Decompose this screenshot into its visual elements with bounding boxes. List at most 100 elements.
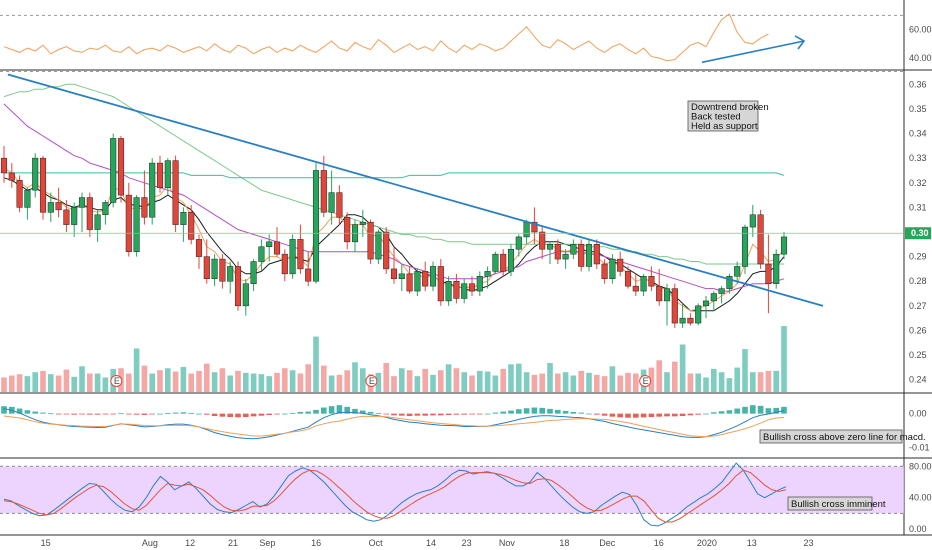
volume-bar [570,375,577,392]
candle-body [726,276,733,289]
price-y-tick: 0.32 [909,178,927,188]
candle-body [32,157,39,191]
candle-body [94,214,101,230]
macd-histogram-bar [196,413,202,415]
macd-histogram-bar [594,413,600,415]
volume-bar [313,336,319,392]
candle-body [656,285,663,302]
macd-pane [1,405,787,440]
downtrend-line [7,73,824,307]
candle-body [570,244,577,255]
price-y-tick: 0.24 [909,375,927,385]
candle-body [125,194,132,252]
candle-body [609,258,616,280]
volume-bar [531,374,538,392]
macd-histogram-bar [609,413,616,417]
macd-histogram-bar [55,413,62,415]
signal-line [3,415,785,438]
macd-histogram-bar [63,413,70,415]
candle-body [63,209,70,225]
macd-histogram-bar [282,413,288,415]
volume-bar [617,375,623,392]
candle-body [47,202,54,213]
volume-bar [781,326,787,392]
macd-histogram-bar [664,413,670,417]
macd-line [3,408,785,440]
volume-bar [625,372,631,392]
price-y-tick: 0.27 [909,301,927,311]
volume-bar [726,378,733,392]
volume-bar [516,363,522,392]
candle-body [156,162,164,188]
candle-body [461,283,468,299]
volume-bar [274,372,280,392]
candle-body [141,197,148,218]
macd-histogram-bar [180,412,187,414]
price-y-tick: 0.36 [909,79,927,89]
candle-body [585,244,593,267]
candle-body [414,271,421,292]
candle-body [562,253,569,260]
volume-bar [711,368,717,392]
volume-bar [687,373,694,392]
price-y-tick: 0.34 [909,129,927,139]
candle-body [578,244,585,267]
volume-bar [375,372,382,392]
candle-body [710,293,717,302]
macd-histogram-bar [126,413,132,415]
macd-histogram-bar [71,413,77,415]
candle-body [320,170,327,213]
candle-body [172,160,179,225]
candle-body [250,261,257,284]
candle-body [468,283,476,292]
macd-histogram-bar [305,411,311,414]
candle-body [8,172,15,181]
volume-bar [258,374,265,392]
macd-histogram-bar [367,411,374,414]
volume-bar [414,376,421,392]
candle-body [258,246,265,262]
osc-line [3,13,769,62]
volume-bar [133,348,140,392]
macd-histogram-bar [118,413,124,415]
oscillator-pane [0,13,904,73]
macd-histogram-bar [687,413,694,416]
earnings-marker-label: E [643,376,649,386]
macd-histogram-bar [523,408,530,414]
candle-body [515,236,522,250]
volume-bar [453,368,460,392]
candle-body [242,283,249,307]
annotation-line: Downtrend broken [691,102,769,113]
macd-histogram-bar [656,413,662,417]
candle-body [398,273,405,280]
macd-histogram-bar [781,406,787,414]
x-axis-tick: 13 [747,538,757,548]
volume-bar [336,374,343,392]
candle-body [632,285,639,292]
candle-body [601,263,608,280]
volume-bar [149,373,155,392]
macd-histogram-bar [430,413,436,416]
macd-histogram-bar [24,410,31,414]
candle-body [773,253,780,284]
volume-bar [126,373,132,392]
stoch-y-tick: 40.00 [909,493,932,503]
volume-bar [165,368,171,392]
candle-body [765,263,772,284]
macd-histogram-bar [48,413,54,415]
candle-body [24,189,31,208]
macd-histogram-bar [679,413,686,417]
volume-bar [399,368,405,392]
candle-body [539,231,546,250]
volume-bar [235,370,241,392]
candle-body [749,214,756,228]
candle-body [289,239,296,275]
candle-body [359,221,366,225]
macd-histogram-bar [211,413,218,417]
osc-trend-arrow [701,40,805,64]
annotation-box [687,100,759,132]
macd-histogram-bar [204,413,210,415]
candle-body [195,239,203,257]
macd-histogram-bar [360,410,366,414]
